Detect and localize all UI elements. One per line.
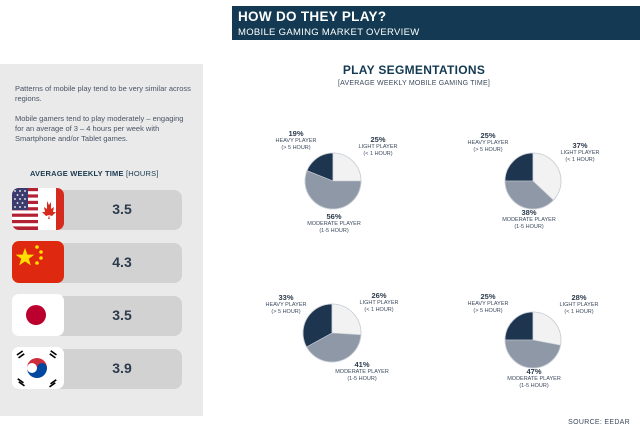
pie-usa-canada-light-label: 25% LIGHT PLAYER (< 1 HOUR) xyxy=(350,135,406,158)
pie-usa-canada-light-pct: 25% xyxy=(370,135,386,144)
usa-canada-weekly-hours: 3.5 xyxy=(112,201,132,217)
detail-paragraph: Mobile gamers tend to play moderately – … xyxy=(15,114,184,143)
pie-usa-canada xyxy=(304,152,362,210)
chart-subtitle: [AVERAGE WEEKLY MOBILE GAMING TIME] xyxy=(338,80,490,87)
pie-china-light-label: 37% LIGHT PLAYER (< 1 HOUR) xyxy=(552,141,608,164)
pie-slice-moderate xyxy=(504,339,561,369)
intro-paragraph: Patterns of mobile play tend to be very … xyxy=(15,84,191,103)
pie-china-light-pct: 37% xyxy=(572,141,588,150)
pie-south-korea-heavy-label: 25% HEAVY PLAYER (> 5 HOUR) xyxy=(458,292,518,315)
chart-title: PLAY SEGMENTATIONS xyxy=(342,63,486,77)
pie-china-heavy-label: 25% HEAVY PLAYER (> 5 HOUR) xyxy=(458,131,518,154)
pie-south-korea xyxy=(504,311,562,369)
pie-usa-canada-moderate-label: 56% MODERATE PLAYER (1-5 HOUR) xyxy=(298,212,370,235)
pie-china-moderate-label: 38% MODERATE PLAYER (1-5 HOUR) xyxy=(493,208,565,231)
average-weekly-time-title: AVERAGE WEEKLY TIME [HOURS] xyxy=(30,169,159,178)
japan-weekly-hours: 3.5 xyxy=(112,307,132,323)
pie-outline xyxy=(504,152,562,210)
china-weekly-hours: 4.3 xyxy=(112,254,132,270)
source-note: SOURCE: EEDAR xyxy=(568,419,630,426)
pie-south-korea-moderate-pct: 47% xyxy=(526,367,542,376)
pie-outline xyxy=(304,152,362,210)
pie-japan-light-label: 26% LIGHT PLAYER (< 1 HOUR) xyxy=(351,291,407,314)
usa-canada-flag-icon xyxy=(12,188,64,230)
header-subtitle: MOBILE GAMING MARKET OVERVIEW xyxy=(238,27,420,38)
pie-japan-heavy-label: 33% HEAVY PLAYER (> 5 HOUR) xyxy=(256,293,316,316)
china-flag-icon xyxy=(12,241,64,283)
region-card-china: 4.3 xyxy=(8,241,182,283)
pie-china xyxy=(504,152,562,210)
pie-south-korea-moderate-label: 47% MODERATE PLAYER (1-5 HOUR) xyxy=(498,367,570,390)
pie-usa-canada-moderate-pct: 56% xyxy=(326,212,342,221)
japan-flag-icon xyxy=(12,294,64,336)
pie-usa-canada-heavy-label: 19% HEAVY PLAYER (> 5 HOUR) xyxy=(266,129,326,152)
region-card-usa-canada: 3.5 xyxy=(8,188,182,230)
region-card-japan: 3.5 xyxy=(8,294,182,336)
pie-china-heavy-pct: 25% xyxy=(480,131,496,140)
pie-south-korea-light-label: 28% LIGHT PLAYER (< 1 HOUR) xyxy=(551,293,607,316)
header-title: HOW DO THEY PLAY? xyxy=(238,9,387,24)
pie-japan xyxy=(302,303,362,363)
south-korea-flag-icon xyxy=(12,347,64,389)
header-banner: HOW DO THEY PLAY? MOBILE GAMING MARKET O… xyxy=(232,6,640,40)
pie-china-moderate-pct: 38% xyxy=(521,208,537,217)
pie-japan-moderate-label: 41% MODERATE PLAYER (1-5 HOUR) xyxy=(326,360,398,383)
pie-slice-light xyxy=(532,311,562,346)
pie-japan-light-pct: 26% xyxy=(371,291,387,300)
pie-south-korea-light-pct: 28% xyxy=(571,293,587,302)
pie-japan-moderate-pct: 41% xyxy=(354,360,370,369)
pie-outline xyxy=(302,303,362,363)
south-korea-weekly-hours: 3.9 xyxy=(112,360,132,376)
pie-japan-heavy-pct: 33% xyxy=(278,293,294,302)
pie-usa-canada-heavy-pct: 19% xyxy=(288,129,304,138)
region-card-south-korea: 3.9 xyxy=(8,347,182,389)
pie-south-korea-heavy-pct: 25% xyxy=(480,292,496,301)
pie-outline xyxy=(504,311,562,369)
